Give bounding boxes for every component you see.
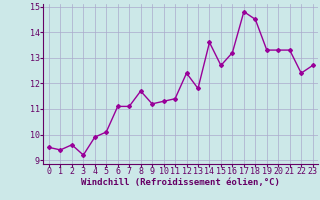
- X-axis label: Windchill (Refroidissement éolien,°C): Windchill (Refroidissement éolien,°C): [81, 178, 280, 187]
